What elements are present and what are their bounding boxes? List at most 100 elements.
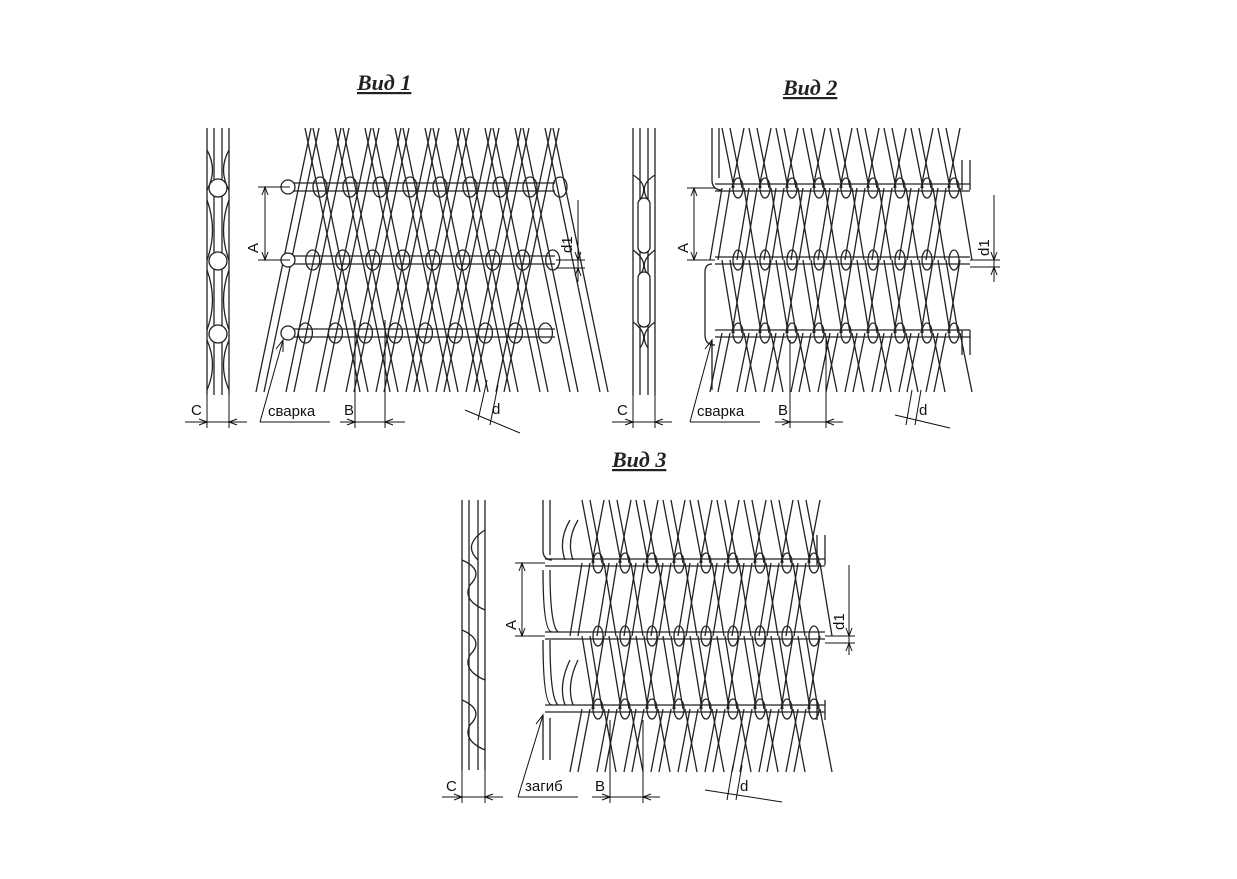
view-3-wire-loop (646, 552, 658, 574)
view-2-spiral-wire (758, 259, 772, 334)
view-2-wire-loop (759, 177, 771, 199)
view-2-spiral-wire (824, 187, 838, 261)
view-2-spiral-wire (852, 187, 866, 261)
view-3-spiral-wire (623, 562, 637, 637)
view-3-label-a: A (503, 620, 520, 630)
view-2-spiral-wire (856, 127, 870, 189)
view-2-spiral-wire (898, 187, 912, 261)
view-3-spiral-wire (716, 635, 730, 710)
view-3-spiral-wire (596, 562, 610, 637)
view-2-spiral-wire (798, 187, 812, 261)
view-1-spiral-wire (443, 127, 500, 393)
view-1: Вид 1 A (185, 70, 609, 434)
view-1-wire-loop (447, 322, 464, 344)
view-1-spiral-wire (473, 127, 530, 393)
view-2-spiral-wire (771, 187, 785, 261)
view-3-spiral-wire (765, 708, 779, 773)
view-1-wire-loop (515, 249, 531, 271)
view-2-spiral-wire (871, 332, 885, 393)
view-1-spiral-wire (372, 127, 429, 393)
view-2-spiral-wire (812, 127, 826, 189)
view-3-spiral-wire (657, 708, 671, 773)
view-3-spiral-wire (711, 708, 725, 773)
view-3-label-b: B (595, 778, 605, 795)
view-2-wire-loop (732, 249, 744, 271)
view-1-note: сварка (268, 403, 316, 420)
view-1-spiral-wire (522, 127, 579, 393)
view-3-spiral-wire (738, 562, 752, 637)
view-2-spiral-wire (797, 187, 811, 261)
view-2-spiral-wire (932, 187, 946, 261)
view-2-wire-loop (867, 249, 879, 271)
view-3-spiral-wire (770, 635, 784, 710)
view-2-spiral-wire (798, 332, 812, 393)
view-1-spiral-wire (293, 127, 350, 393)
view-1-wire-loop (402, 176, 418, 198)
view-3-label-d: d (740, 778, 748, 795)
view-2-spiral-wire (918, 259, 932, 334)
view-3-spiral-wire (724, 499, 738, 564)
view-3-label-d1: d1 (831, 613, 848, 630)
view-2-label-d1: d1 (976, 239, 993, 256)
view-3-spiral-wire (618, 499, 632, 564)
view-1-spiral-wire (405, 127, 462, 393)
view-2-note: сварка (697, 403, 745, 420)
view-3-spiral-wire (577, 708, 591, 773)
view-3-spiral-wire (792, 708, 806, 773)
view-3-spiral-wire (581, 635, 595, 710)
view-3-spiral-wire (704, 708, 718, 773)
view-1-wire-loop (477, 322, 494, 344)
view-1-wire-loop (335, 249, 351, 271)
view-2-spiral-wire (937, 127, 951, 189)
view-3-mesh (569, 499, 833, 773)
view-3-spiral-wire (631, 562, 645, 637)
view-1-spiral-wire (495, 127, 552, 393)
view-3-spiral-wire (650, 708, 664, 773)
view-3-wire-loop (700, 698, 712, 720)
view-3-spiral-wire (596, 708, 610, 773)
view-3-spiral-wire (807, 635, 821, 710)
view-1-spiral-wire (304, 127, 361, 393)
view-2-spiral-wire (879, 332, 893, 393)
view-2-wire-loop (840, 322, 852, 344)
view-2-wire-loop (759, 322, 771, 344)
view-3-spiral-wire (685, 562, 699, 637)
view-2-rods (704, 128, 971, 390)
view-2-spiral-wire (947, 259, 961, 334)
view-1-spiral-wire (334, 127, 391, 393)
view-3-wire-loop (619, 552, 631, 574)
view-2-spiral-wire (817, 187, 831, 261)
view-2-spiral-wire (775, 259, 789, 334)
view-3-spiral-wire (743, 635, 757, 710)
view-3-spiral-wire (657, 562, 671, 637)
view-3-spiral-wire (577, 562, 591, 637)
view-3-wire-loop (754, 552, 766, 574)
view-2-spiral-wire (748, 127, 762, 189)
view-3-spiral-wire (805, 499, 819, 564)
view-3-spiral-wire (753, 635, 767, 710)
view-2-spiral-wire (748, 259, 762, 334)
view-2-wire-loop (867, 322, 879, 344)
view-2-spiral-wire (871, 187, 885, 261)
view-3-spiral-wire (726, 499, 740, 564)
view-3-spiral-wire (738, 708, 752, 773)
view-3-wire-loop (727, 552, 739, 574)
view-2-spiral-wire (837, 259, 851, 334)
view-2-spiral-wire (920, 127, 934, 189)
view-3-spiral-wire (643, 499, 657, 564)
view-3-rods (542, 500, 826, 760)
view-2-spiral-wire (864, 259, 878, 334)
view-3-spiral-wire (589, 635, 603, 710)
view-2-spiral-wire (920, 259, 934, 334)
view-1-wire-loop (357, 322, 374, 344)
view-1-spiral-wire (492, 127, 549, 393)
view-2-spiral-wire (878, 187, 892, 261)
view-3-spiral-wire (780, 635, 794, 710)
view-2-spiral-wire (852, 332, 866, 393)
view-3-spiral-wire (689, 499, 703, 564)
view-2-spiral-wire (844, 332, 858, 393)
view-2-dimensions: A d1 C сварка B d (612, 186, 1000, 429)
view-1-mesh (255, 127, 609, 393)
view-3-spiral-wire (630, 562, 644, 637)
view-3-wire-loop (673, 552, 685, 574)
